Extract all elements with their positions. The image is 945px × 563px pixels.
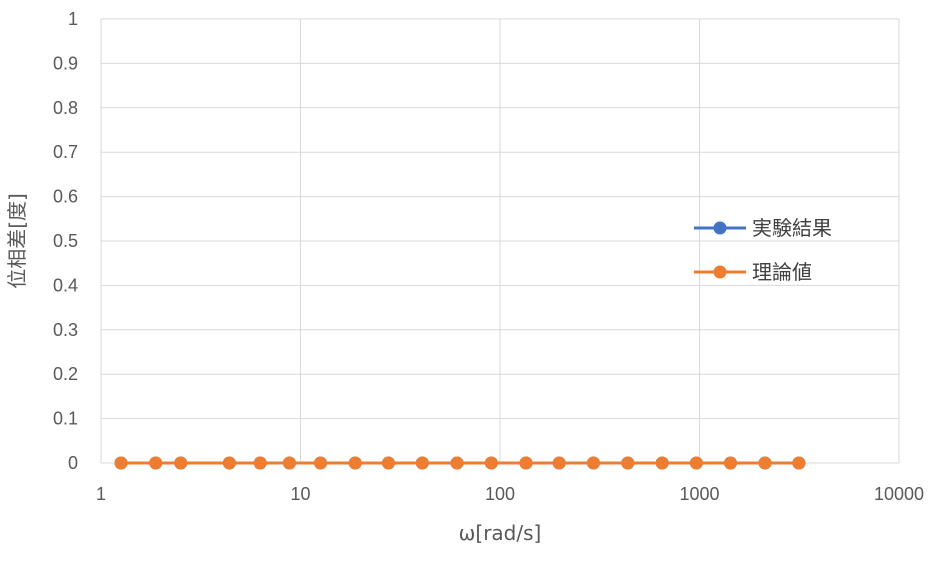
data-point	[282, 456, 296, 470]
data-point	[758, 456, 772, 470]
data-point	[314, 456, 328, 470]
legend-item: 理論値	[694, 260, 812, 284]
y-tick-label: 0.8	[53, 98, 78, 118]
y-tick-label: 0	[68, 453, 78, 473]
x-tick-label: 1	[96, 484, 106, 504]
legend-marker	[713, 265, 727, 279]
y-tick-label: 0.2	[53, 364, 78, 384]
data-point	[222, 456, 236, 470]
data-point	[586, 456, 600, 470]
y-tick-label: 0.7	[53, 142, 78, 162]
series-group	[114, 456, 806, 470]
data-point	[689, 456, 703, 470]
data-point	[792, 456, 806, 470]
data-point	[552, 456, 566, 470]
data-point	[381, 456, 395, 470]
legend-label: 理論値	[752, 260, 812, 284]
legend-marker	[713, 221, 727, 235]
data-point	[348, 456, 362, 470]
data-point	[450, 456, 464, 470]
x-tick-label: 10000	[874, 484, 924, 504]
series-1	[114, 456, 806, 470]
x-tick-label: 100	[485, 484, 515, 504]
data-point	[415, 456, 429, 470]
y-tick-label: 1	[68, 9, 78, 29]
data-point	[114, 456, 128, 470]
data-point	[253, 456, 267, 470]
x-tick-label: 1000	[679, 484, 719, 504]
y-tick-label: 0.5	[53, 231, 78, 251]
gridlines	[100, 18, 900, 464]
y-tick-label: 0.4	[53, 275, 78, 295]
data-point	[519, 456, 533, 470]
data-point	[621, 456, 635, 470]
legend-label: 実験結果	[752, 216, 832, 240]
data-point	[484, 456, 498, 470]
data-point	[174, 456, 188, 470]
y-tick-label: 0.9	[53, 53, 78, 73]
data-point	[149, 456, 163, 470]
data-point	[723, 456, 737, 470]
x-axis-title: ω[rad/s]	[459, 521, 542, 545]
legend-item: 実験結果	[694, 216, 832, 240]
data-point	[655, 456, 669, 470]
x-tick-label: 10	[290, 484, 310, 504]
y-tick-label: 0.3	[53, 320, 78, 340]
y-tick-label: 0.6	[53, 187, 78, 207]
y-axis-title: 位相差[度]	[5, 193, 29, 289]
tick-labels: 0 0.1 0.2 0.3 0.4 0.5 0.6 0.7 0.8 0.9 1 1 10 100 1000 1…	[53, 9, 924, 504]
y-tick-label: 0.1	[53, 409, 78, 429]
